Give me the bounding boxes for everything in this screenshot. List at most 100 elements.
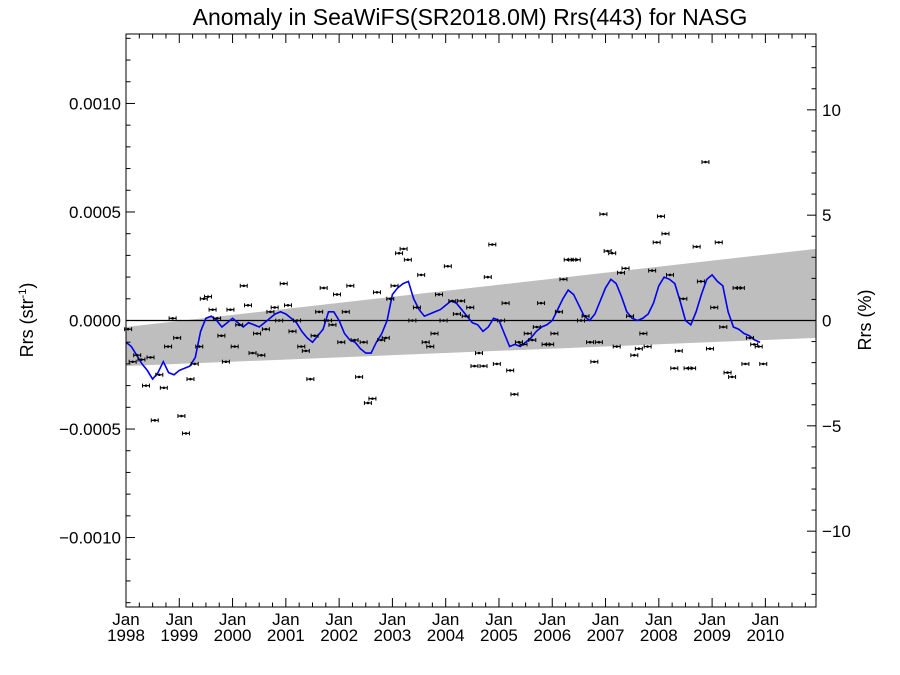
data-point bbox=[443, 264, 452, 269]
point-dot bbox=[313, 334, 316, 337]
point-dot bbox=[619, 271, 623, 275]
point-dot bbox=[642, 332, 645, 335]
data-point bbox=[666, 272, 675, 277]
point-dot bbox=[149, 356, 152, 359]
data-point bbox=[235, 322, 244, 327]
point-dot bbox=[242, 284, 246, 288]
point-dot bbox=[309, 377, 312, 381]
point-dot bbox=[206, 295, 210, 298]
data-point bbox=[177, 414, 186, 418]
data-point bbox=[514, 340, 523, 345]
point-dot bbox=[326, 319, 330, 322]
point-dot bbox=[473, 364, 476, 368]
data-point bbox=[501, 301, 510, 306]
point-dot bbox=[535, 325, 539, 329]
x-tick-year: 2009 bbox=[693, 626, 731, 645]
x-tick-year: 2000 bbox=[214, 626, 252, 645]
data-point bbox=[341, 309, 350, 314]
data-point bbox=[754, 344, 763, 349]
x-tick-year: 2005 bbox=[480, 626, 518, 645]
point-dot bbox=[428, 345, 432, 348]
data-point bbox=[399, 246, 408, 251]
point-dot bbox=[588, 340, 592, 344]
data-point bbox=[155, 372, 164, 377]
x-tick-year: 1999 bbox=[160, 626, 198, 645]
point-dot bbox=[353, 338, 356, 342]
data-point bbox=[701, 160, 710, 165]
point-dot bbox=[655, 241, 658, 244]
point-dot bbox=[339, 340, 343, 344]
x-tick-year: 2003 bbox=[373, 626, 411, 645]
point-dot bbox=[277, 319, 281, 322]
data-point bbox=[208, 307, 217, 312]
point-dot bbox=[610, 251, 614, 255]
data-point bbox=[586, 340, 595, 345]
data-point bbox=[634, 346, 643, 351]
point-dot bbox=[451, 299, 454, 303]
data-point bbox=[741, 361, 750, 366]
x-tick-month: Jan bbox=[379, 610, 406, 629]
point-dot bbox=[251, 351, 254, 355]
data-point bbox=[173, 335, 182, 340]
point-dot bbox=[597, 340, 601, 344]
point-dot bbox=[264, 327, 268, 331]
x-tick-month: Jan bbox=[432, 610, 459, 629]
x-tick-year: 2001 bbox=[267, 626, 305, 645]
data-point bbox=[705, 346, 714, 351]
point-dot bbox=[562, 277, 565, 281]
point-dot bbox=[393, 284, 396, 288]
x-tick-year: 2008 bbox=[640, 626, 678, 645]
point-dot bbox=[646, 345, 649, 348]
data-point bbox=[386, 296, 395, 301]
data-point bbox=[537, 301, 546, 306]
data-point bbox=[337, 340, 346, 345]
point-dot bbox=[730, 375, 734, 379]
point-dot bbox=[224, 360, 228, 364]
point-dot bbox=[637, 347, 641, 351]
data-point bbox=[590, 359, 599, 364]
running-mean-series bbox=[125, 273, 761, 381]
data-point bbox=[421, 340, 430, 345]
point-dot bbox=[317, 310, 321, 314]
data-point bbox=[448, 298, 457, 303]
point-dot bbox=[628, 314, 632, 318]
data-point bbox=[488, 242, 497, 247]
data-point bbox=[204, 294, 213, 299]
point-dot bbox=[349, 284, 352, 288]
point-dot bbox=[158, 373, 161, 377]
data-point bbox=[213, 316, 222, 321]
data-point bbox=[261, 327, 270, 332]
x-tick-month: Jan bbox=[272, 610, 299, 629]
point-dot bbox=[690, 366, 694, 370]
data-point bbox=[137, 357, 146, 362]
point-dot bbox=[229, 308, 232, 311]
point-dot bbox=[388, 297, 392, 301]
point-dot bbox=[140, 358, 143, 361]
point-dot bbox=[668, 273, 672, 277]
point-dot bbox=[362, 340, 365, 344]
data-point bbox=[346, 283, 355, 288]
point-dot bbox=[446, 264, 450, 268]
x-tick-month: Jan bbox=[592, 610, 619, 629]
data-point bbox=[483, 275, 492, 280]
point-dot bbox=[357, 375, 361, 379]
point-dot bbox=[504, 301, 507, 305]
x-tick-month: Jan bbox=[325, 610, 352, 629]
data-point bbox=[616, 270, 625, 275]
point-dot bbox=[624, 267, 627, 270]
data-point bbox=[368, 396, 377, 401]
data-point bbox=[688, 366, 697, 371]
point-dot bbox=[602, 212, 605, 216]
x-tick-year: 2010 bbox=[746, 626, 784, 645]
point-dot bbox=[193, 362, 197, 366]
y-axis-label-right: Rrs (%) bbox=[855, 290, 875, 351]
point-dot bbox=[375, 290, 379, 294]
data-point bbox=[528, 338, 537, 343]
point-dot bbox=[539, 301, 543, 305]
data-point bbox=[417, 272, 426, 277]
data-point bbox=[523, 331, 532, 336]
data-point bbox=[288, 329, 297, 334]
data-point bbox=[714, 240, 723, 245]
data-point bbox=[146, 355, 155, 360]
